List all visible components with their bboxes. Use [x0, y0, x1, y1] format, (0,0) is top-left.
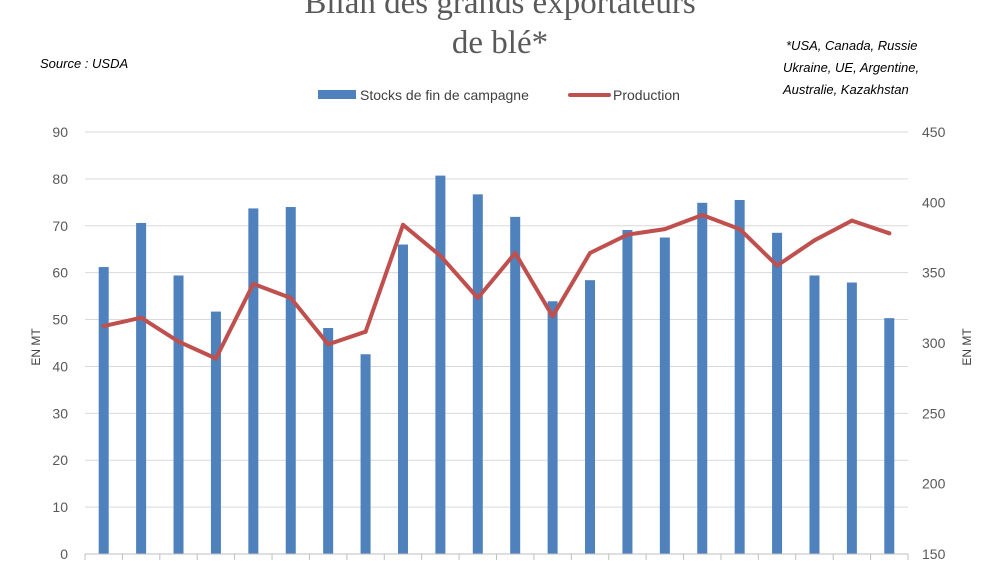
- y-right-tick-label: 150: [922, 546, 946, 561]
- axis-ticks: 0 10 20 30 40 50 60 70 80 90 150 200 250 300 350 400 450: [52, 124, 945, 561]
- footnote-line-1: *USA, Canada, Russie: [786, 38, 918, 53]
- stocks-bar: [435, 175, 446, 554]
- y-left-tick-label: 60: [52, 265, 68, 281]
- stocks-bar: [846, 282, 857, 554]
- production-point: [213, 356, 218, 361]
- y-left-tick-label: 70: [52, 218, 68, 234]
- stocks-bar: [510, 216, 521, 554]
- stocks-bar: [323, 327, 334, 554]
- stocks-bar: [659, 237, 670, 554]
- stocks-bar: [98, 267, 109, 554]
- stocks-bars: [98, 175, 895, 555]
- y-axis-right-label: EN MT: [960, 328, 974, 366]
- production-point: [326, 342, 331, 347]
- y-right-tick-label: 350: [922, 265, 946, 281]
- stocks-bar: [809, 275, 820, 554]
- y-left-tick-label: 50: [52, 312, 68, 328]
- stocks-bar: [210, 311, 221, 554]
- stocks-bar: [136, 222, 147, 554]
- production-point: [288, 295, 293, 300]
- production-point: [812, 238, 817, 243]
- stocks-bar: [547, 301, 558, 554]
- production-point: [588, 250, 593, 255]
- stocks-bar: [585, 280, 596, 554]
- production-point: [887, 231, 892, 236]
- y-left-tick-label: 20: [52, 452, 68, 468]
- legend-swatch-stocks: [318, 90, 356, 99]
- stocks-bar: [472, 194, 483, 554]
- production-point: [700, 212, 705, 217]
- production-point: [101, 324, 106, 329]
- production-point: [737, 227, 742, 232]
- chart-title-line2: de blé*: [452, 25, 548, 61]
- production-point: [475, 295, 480, 300]
- footnote-line-3: Australie, Kazakhstan: [782, 82, 909, 97]
- y-right-tick-label: 300: [922, 335, 946, 351]
- stocks-bar: [884, 318, 895, 554]
- production-point: [849, 218, 854, 223]
- production-point: [400, 222, 405, 227]
- y-axis-left-label: EN MT: [29, 328, 43, 366]
- stocks-bar: [248, 208, 259, 554]
- stocks-bar: [360, 354, 371, 554]
- stocks-bar: [622, 229, 633, 554]
- production-point: [550, 314, 555, 319]
- y-left-tick-label: 0: [60, 546, 68, 561]
- stocks-bar: [697, 202, 708, 554]
- y-left-tick-label: 90: [52, 124, 68, 140]
- stocks-bar: [772, 232, 783, 555]
- stocks-bar: [397, 244, 408, 555]
- production-point: [513, 250, 518, 255]
- production-point: [363, 329, 368, 334]
- y-left-tick-label: 40: [52, 358, 68, 374]
- production-point: [775, 263, 780, 268]
- y-left-tick-label: 10: [52, 499, 68, 515]
- footnote-line-2: Ukraine, UE, Argentine,: [783, 60, 919, 75]
- y-right-tick-label: 450: [922, 124, 946, 140]
- y-right-tick-label: 250: [922, 405, 946, 421]
- source-note: Source : USDA: [40, 56, 128, 71]
- stocks-bar: [734, 199, 745, 554]
- production-point: [438, 253, 443, 258]
- production-point: [662, 227, 667, 232]
- stocks-bar: [173, 275, 184, 554]
- y-left-tick-label: 30: [52, 405, 68, 421]
- y-right-tick-label: 400: [922, 194, 946, 210]
- production-line: [101, 213, 892, 361]
- legend: Stocks de fin de campagne Production: [318, 87, 680, 103]
- stocks-bar: [285, 207, 296, 554]
- production-point: [176, 339, 181, 344]
- chart-title-line1: Bilan des grands exportateurs: [304, 0, 695, 21]
- legend-label-stocks: Stocks de fin de campagne: [360, 87, 529, 103]
- gridlines: [85, 131, 908, 555]
- legend-label-production: Production: [613, 87, 680, 103]
- y-left-tick-label: 80: [52, 171, 68, 187]
- production-line-group: [101, 212, 892, 361]
- production-point: [625, 232, 630, 237]
- y-right-tick-label: 200: [922, 476, 946, 492]
- production-point: [251, 281, 256, 286]
- production-point: [139, 315, 144, 320]
